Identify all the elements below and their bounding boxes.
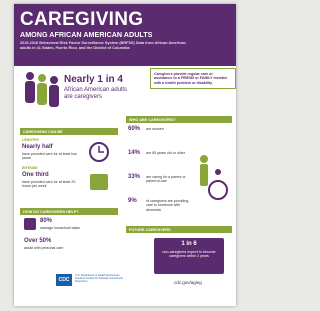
item-text: of caregivers are providing care to some…	[146, 199, 190, 212]
logo: CDC	[56, 274, 72, 286]
item-stat: 60%	[128, 126, 140, 132]
item-text: assist with personal care	[24, 246, 84, 250]
url: cdc.gov/aging	[174, 280, 202, 285]
item-stat: One third	[22, 172, 49, 178]
section-heading: WHO ARE CAREGIVERS?	[126, 116, 232, 123]
highlight-text: African American adults are caregivers	[64, 87, 136, 101]
future-stat: 1 in 6	[154, 241, 224, 247]
wheelchair-icon	[194, 154, 228, 204]
org: U.S. Department of Health and Human Serv…	[75, 274, 123, 284]
item-stat: Over 50%	[24, 238, 51, 244]
definition: Caregivers provide regular care or assis…	[150, 68, 236, 89]
item-text: are 65 years old or older	[146, 151, 218, 155]
item-text: have provided care for at least two year…	[22, 152, 77, 161]
page: CAREGIVING AMONG AFRICAN AMERICAN ADULTS…	[0, 0, 247, 311]
source: 2015-2016 Behavioral Risk Factor Surveil…	[20, 41, 190, 51]
icon	[24, 218, 36, 230]
highlight-stat: Nearly 1 in 4	[64, 74, 123, 85]
item-stat: 33%	[128, 174, 140, 180]
item-text: are caring for a parent or parent-in-law	[146, 175, 190, 184]
poster: CAREGIVING AMONG AFRICAN AMERICAN ADULTS…	[14, 4, 236, 306]
subtitle: AMONG AFRICAN AMERICAN ADULTS	[20, 30, 152, 39]
future-text: non-caregivers expect to become caregive…	[158, 250, 220, 259]
item-stat: 80%	[40, 218, 52, 224]
title: CAREGIVING	[20, 9, 143, 31]
item-text: manage household tasks	[40, 226, 100, 230]
item-text: have provided care for at least 20 hours…	[22, 180, 77, 189]
item-text: are women	[146, 127, 218, 131]
clock-icon	[84, 140, 114, 200]
item-stat: Nearly half	[22, 144, 53, 150]
item-stat: 9%	[128, 198, 137, 204]
section-heading: FUTURE CAREGIVERS	[126, 226, 232, 233]
section-heading: CAREGIVING CAN BE	[20, 128, 118, 135]
item-stat: 14%	[128, 150, 140, 156]
people-icon	[20, 68, 64, 118]
item-label: LENGTHY	[22, 138, 39, 142]
item-label: INTENSE	[22, 166, 38, 170]
section-heading: HOW DO CAREGIVERS HELP?	[20, 208, 118, 215]
